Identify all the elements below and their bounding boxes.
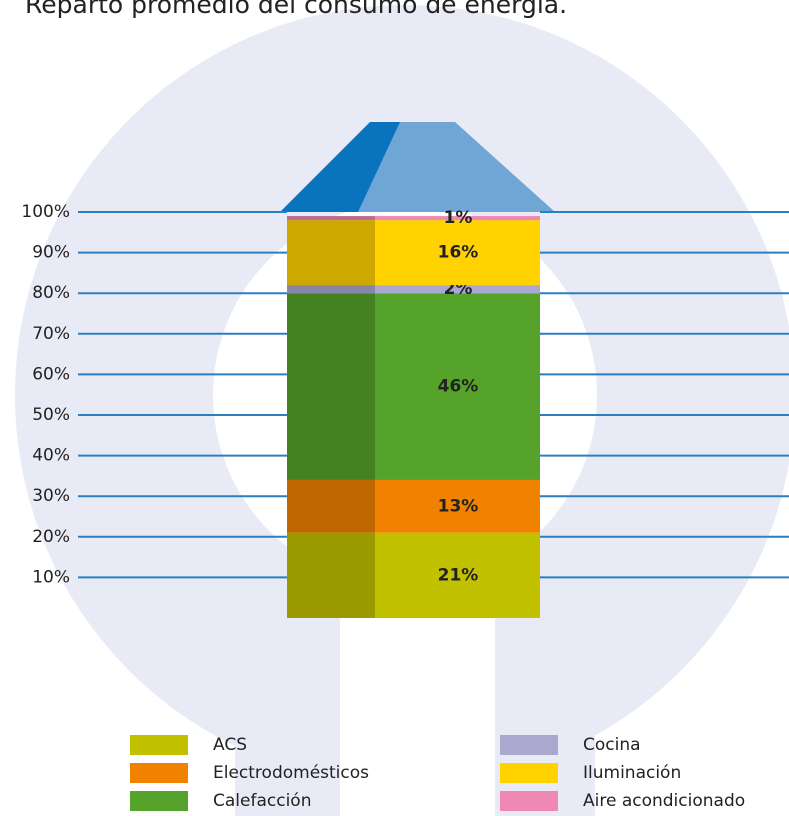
y-tick-label: 70%: [32, 324, 70, 344]
y-tick-label: 50%: [32, 405, 70, 425]
bar-shade: [287, 533, 375, 618]
value-label: 13%: [438, 496, 479, 516]
legend-swatch: [130, 763, 188, 783]
y-tick-label: 30%: [32, 486, 70, 506]
value-label: 21%: [438, 565, 479, 585]
legend-label: Electrodomésticos: [213, 763, 369, 783]
bar-shade: [287, 285, 375, 293]
legend-swatch: [500, 763, 558, 783]
legend-label: Calefacción: [213, 791, 311, 811]
legend-label: ACS: [213, 735, 247, 755]
chart: Reparto promedio del consumo de energía.…: [0, 0, 789, 816]
y-tick-label: 100%: [21, 202, 70, 222]
legend-swatch: [500, 735, 558, 755]
chart-title: Reparto promedio del consumo de energía.: [25, 0, 567, 19]
y-tick-label: 60%: [32, 364, 70, 384]
y-tick-label: 10%: [32, 567, 70, 587]
legend-label: Cocina: [583, 735, 641, 755]
bar-shade: [287, 220, 375, 285]
y-tick-label: 80%: [32, 283, 70, 303]
value-label: 1%: [444, 208, 473, 228]
y-tick-label: 20%: [32, 527, 70, 547]
y-tick-label: 40%: [32, 446, 70, 466]
legend-label: Iluminación: [583, 763, 681, 783]
bar-shade: [287, 216, 375, 220]
legend-swatch: [130, 735, 188, 755]
bar-shade: [287, 480, 375, 533]
value-label: 16%: [438, 243, 479, 263]
value-label: 46%: [438, 377, 479, 397]
y-tick-label: 90%: [32, 243, 70, 263]
legend-swatch: [130, 791, 188, 811]
legend-label: Aire acondicionado: [583, 791, 745, 811]
bar-shade: [287, 293, 375, 480]
legend-swatch: [500, 791, 558, 811]
